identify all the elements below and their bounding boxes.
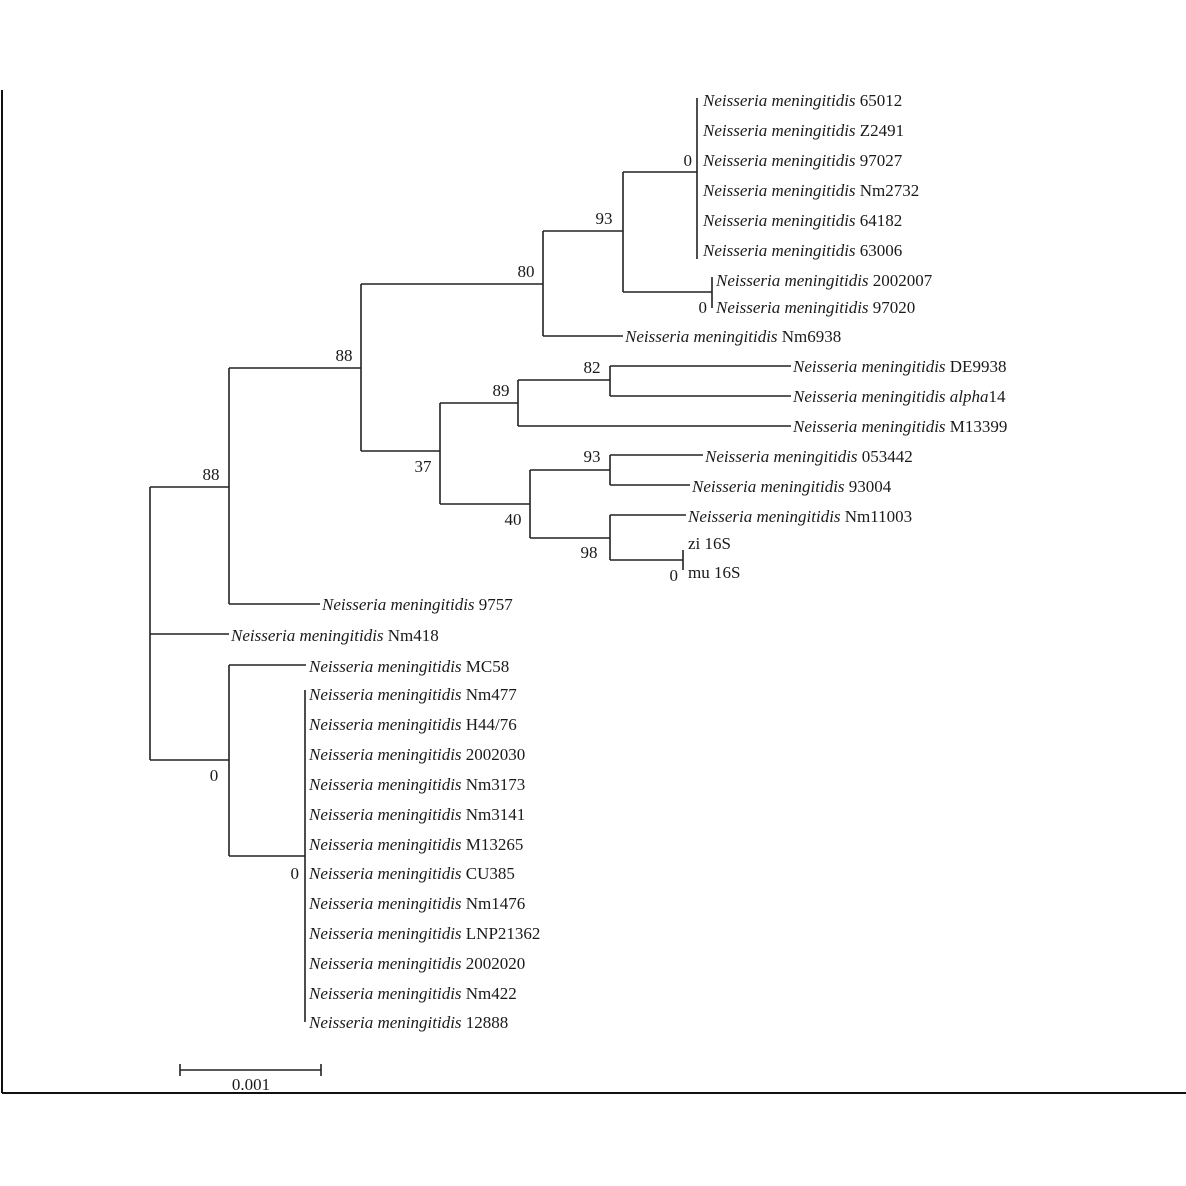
leaf-label: Neisseria meningitidis MC58 bbox=[308, 657, 509, 676]
leaf-label: Neisseria meningitidis Nm11003 bbox=[687, 507, 912, 526]
leaf-label: Neisseria meningitidis 9757 bbox=[321, 595, 513, 614]
leaf-label: Neisseria meningitidis 2002007 bbox=[715, 271, 933, 290]
leaf-label: Neisseria meningitidis M13399 bbox=[792, 417, 1007, 436]
leaf-label: Neisseria meningitidis Nm2732 bbox=[702, 181, 919, 200]
leaf-label: Neisseria meningitidis alpha14 bbox=[792, 387, 1006, 406]
leaf-label: Neisseria meningitidis 97020 bbox=[715, 298, 915, 317]
bootstrap-value: 98 bbox=[581, 543, 598, 562]
leaf-label: Neisseria meningitidis Z2491 bbox=[702, 121, 904, 140]
bootstrap-value: 80 bbox=[518, 262, 535, 281]
bootstrap-value: 0 bbox=[210, 766, 219, 785]
bootstrap-value: 37 bbox=[415, 457, 433, 476]
leaf-label: Neisseria meningitidis M13265 bbox=[308, 835, 523, 854]
leaf-label: Neisseria meningitidis 12888 bbox=[308, 1013, 508, 1032]
leaf-label: Neisseria meningitidis 65012 bbox=[702, 91, 902, 110]
leaf-label: mu 16S bbox=[688, 563, 740, 582]
bootstrap-value: 82 bbox=[584, 358, 601, 377]
leaf-label: Neisseria meningitidis Nm3173 bbox=[308, 775, 525, 794]
scale-bar: 0.001 bbox=[179, 1064, 322, 1094]
leaf-label: Neisseria meningitidis 053442 bbox=[704, 447, 913, 466]
bootstrap-value: 0 bbox=[291, 864, 300, 883]
bootstrap-value: 93 bbox=[596, 209, 613, 228]
leaf-label: Neisseria meningitidis 64182 bbox=[702, 211, 902, 230]
bootstrap-value: 89 bbox=[493, 381, 510, 400]
leaf-label: Neisseria meningitidis Nm477 bbox=[308, 685, 517, 704]
bootstrap-value: 40 bbox=[505, 510, 522, 529]
leaf-label: Neisseria meningitidis Nm422 bbox=[308, 984, 517, 1003]
scale-bar-label: 0.001 bbox=[232, 1075, 270, 1094]
bootstrap-value: 88 bbox=[203, 465, 220, 484]
bootstrap-value: 93 bbox=[584, 447, 601, 466]
bootstrap-value: 0 bbox=[699, 298, 708, 317]
leaf-label: Neisseria meningitidis H44/76 bbox=[308, 715, 517, 734]
tree-branches bbox=[149, 98, 791, 1022]
leaf-label: zi 16S bbox=[688, 534, 731, 553]
leaf-label: Neisseria meningitidis CU385 bbox=[308, 864, 515, 883]
leaf-label: Neisseria meningitidis Nm6938 bbox=[624, 327, 841, 346]
leaf-label: Neisseria meningitidis DE9938 bbox=[792, 357, 1006, 376]
leaf-label: Neisseria meningitidis 63006 bbox=[702, 241, 902, 260]
bootstrap-value: 0 bbox=[670, 566, 679, 585]
leaf-label: Neisseria meningitidis Nm418 bbox=[230, 626, 439, 645]
leaf-label: Neisseria meningitidis Nm1476 bbox=[308, 894, 525, 913]
bootstrap-value: 0 bbox=[684, 151, 693, 170]
leaf-label: Neisseria meningitidis 2002030 bbox=[308, 745, 525, 764]
leaf-label: Neisseria meningitidis 93004 bbox=[691, 477, 892, 496]
bootstrap-values: 0 0 93 80 88 82 89 37 93 40 98 0 88 0 0 bbox=[203, 151, 708, 883]
leaf-labels: Neisseria meningitidis 65012 Neisseria m… bbox=[230, 91, 1007, 1032]
leaf-label: Neisseria meningitidis 2002020 bbox=[308, 954, 525, 973]
leaf-label: Neisseria meningitidis 97027 bbox=[702, 151, 903, 170]
leaf-label: Neisseria meningitidis Nm3141 bbox=[308, 805, 525, 824]
leaf-label: Neisseria meningitidis LNP21362 bbox=[308, 924, 540, 943]
bootstrap-value: 88 bbox=[336, 346, 353, 365]
